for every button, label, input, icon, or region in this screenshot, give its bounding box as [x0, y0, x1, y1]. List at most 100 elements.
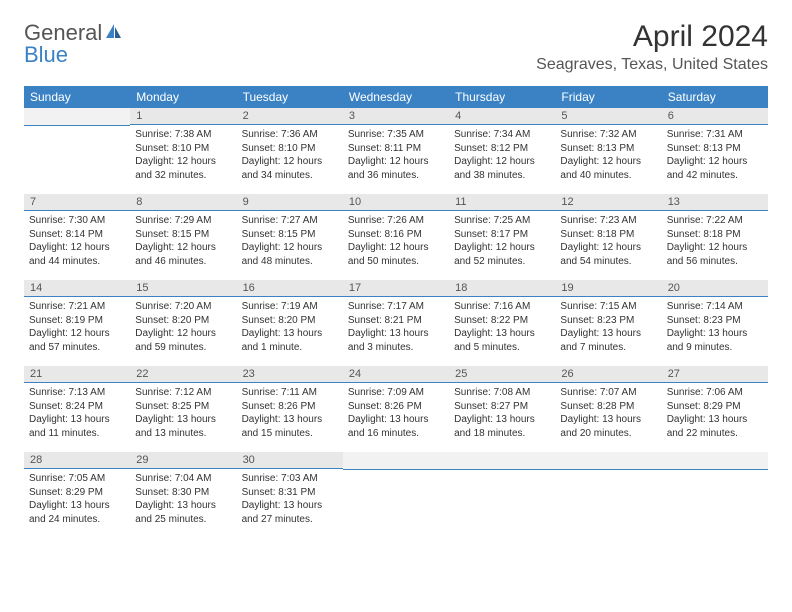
calendar-cell: 6Sunrise: 7:31 AMSunset: 8:13 PMDaylight…: [662, 108, 768, 194]
day-body: Sunrise: 7:20 AMSunset: 8:20 PMDaylight:…: [130, 297, 236, 357]
daylight-text: and 11 minutes.: [29, 427, 125, 441]
calendar-cell: 8Sunrise: 7:29 AMSunset: 8:15 PMDaylight…: [130, 194, 236, 280]
day-number: 10: [343, 194, 449, 211]
daylight-text: Daylight: 13 hours: [348, 413, 444, 427]
daylight-text: Daylight: 12 hours: [560, 155, 656, 169]
day-body: Sunrise: 7:35 AMSunset: 8:11 PMDaylight:…: [343, 125, 449, 185]
day-cell: 18Sunrise: 7:16 AMSunset: 8:22 PMDayligh…: [449, 280, 555, 366]
daylight-text: Daylight: 13 hours: [242, 327, 338, 341]
day-body: Sunrise: 7:16 AMSunset: 8:22 PMDaylight:…: [449, 297, 555, 357]
sunrise-text: Sunrise: 7:14 AM: [667, 300, 763, 314]
calendar-cell: 28Sunrise: 7:05 AMSunset: 8:29 PMDayligh…: [24, 452, 130, 538]
sunset-text: Sunset: 8:11 PM: [348, 142, 444, 156]
sunrise-text: Sunrise: 7:26 AM: [348, 214, 444, 228]
day-cell: 8Sunrise: 7:29 AMSunset: 8:15 PMDaylight…: [130, 194, 236, 280]
calendar-cell: 9Sunrise: 7:27 AMSunset: 8:15 PMDaylight…: [237, 194, 343, 280]
day-cell: 7Sunrise: 7:30 AMSunset: 8:14 PMDaylight…: [24, 194, 130, 280]
day-cell: 22Sunrise: 7:12 AMSunset: 8:25 PMDayligh…: [130, 366, 236, 452]
sunrise-text: Sunrise: 7:13 AM: [29, 386, 125, 400]
day-body: Sunrise: 7:14 AMSunset: 8:23 PMDaylight:…: [662, 297, 768, 357]
day-cell: 10Sunrise: 7:26 AMSunset: 8:16 PMDayligh…: [343, 194, 449, 280]
day-number: 12: [555, 194, 661, 211]
sunset-text: Sunset: 8:18 PM: [560, 228, 656, 242]
daylight-text: Daylight: 12 hours: [135, 155, 231, 169]
calendar-row: 1Sunrise: 7:38 AMSunset: 8:10 PMDaylight…: [24, 108, 768, 194]
sunrise-text: Sunrise: 7:20 AM: [135, 300, 231, 314]
daylight-text: and 20 minutes.: [560, 427, 656, 441]
sunset-text: Sunset: 8:10 PM: [135, 142, 231, 156]
weekday-header: Sunday: [24, 86, 130, 108]
day-number: 8: [130, 194, 236, 211]
day-body: Sunrise: 7:26 AMSunset: 8:16 PMDaylight:…: [343, 211, 449, 271]
blank-day: [662, 452, 768, 470]
daylight-text: Daylight: 12 hours: [242, 155, 338, 169]
sunset-text: Sunset: 8:10 PM: [242, 142, 338, 156]
day-body: Sunrise: 7:07 AMSunset: 8:28 PMDaylight:…: [555, 383, 661, 443]
sunrise-text: Sunrise: 7:30 AM: [29, 214, 125, 228]
daylight-text: and 24 minutes.: [29, 513, 125, 527]
sunrise-text: Sunrise: 7:08 AM: [454, 386, 550, 400]
day-body: Sunrise: 7:22 AMSunset: 8:18 PMDaylight:…: [662, 211, 768, 271]
logo-blue-wrap: Blue: [24, 42, 68, 68]
day-body: Sunrise: 7:04 AMSunset: 8:30 PMDaylight:…: [130, 469, 236, 529]
sunrise-text: Sunrise: 7:04 AM: [135, 472, 231, 486]
sunrise-text: Sunrise: 7:21 AM: [29, 300, 125, 314]
day-number: 9: [237, 194, 343, 211]
daylight-text: and 54 minutes.: [560, 255, 656, 269]
day-body: Sunrise: 7:13 AMSunset: 8:24 PMDaylight:…: [24, 383, 130, 443]
weekday-header: Wednesday: [343, 86, 449, 108]
sunset-text: Sunset: 8:15 PM: [242, 228, 338, 242]
sunset-text: Sunset: 8:29 PM: [667, 400, 763, 414]
day-cell: 29Sunrise: 7:04 AMSunset: 8:30 PMDayligh…: [130, 452, 236, 538]
calendar-cell: 3Sunrise: 7:35 AMSunset: 8:11 PMDaylight…: [343, 108, 449, 194]
sunrise-text: Sunrise: 7:12 AM: [135, 386, 231, 400]
day-body: Sunrise: 7:08 AMSunset: 8:27 PMDaylight:…: [449, 383, 555, 443]
daylight-text: and 48 minutes.: [242, 255, 338, 269]
daylight-text: and 57 minutes.: [29, 341, 125, 355]
sunrise-text: Sunrise: 7:23 AM: [560, 214, 656, 228]
daylight-text: and 15 minutes.: [242, 427, 338, 441]
sunset-text: Sunset: 8:20 PM: [135, 314, 231, 328]
sunrise-text: Sunrise: 7:34 AM: [454, 128, 550, 142]
day-cell: 4Sunrise: 7:34 AMSunset: 8:12 PMDaylight…: [449, 108, 555, 194]
calendar-cell: 15Sunrise: 7:20 AMSunset: 8:20 PMDayligh…: [130, 280, 236, 366]
day-cell: 16Sunrise: 7:19 AMSunset: 8:20 PMDayligh…: [237, 280, 343, 366]
sunrise-text: Sunrise: 7:25 AM: [454, 214, 550, 228]
day-cell: 26Sunrise: 7:07 AMSunset: 8:28 PMDayligh…: [555, 366, 661, 452]
day-number: 2: [237, 108, 343, 125]
weekday-header: Friday: [555, 86, 661, 108]
day-cell: 9Sunrise: 7:27 AMSunset: 8:15 PMDaylight…: [237, 194, 343, 280]
daylight-text: and 44 minutes.: [29, 255, 125, 269]
daylight-text: Daylight: 13 hours: [29, 499, 125, 513]
calendar-row: 21Sunrise: 7:13 AMSunset: 8:24 PMDayligh…: [24, 366, 768, 452]
blank-day: [24, 108, 130, 126]
day-number: 16: [237, 280, 343, 297]
daylight-text: Daylight: 13 hours: [667, 413, 763, 427]
daylight-text: and 32 minutes.: [135, 169, 231, 183]
calendar-cell: 12Sunrise: 7:23 AMSunset: 8:18 PMDayligh…: [555, 194, 661, 280]
day-cell: 12Sunrise: 7:23 AMSunset: 8:18 PMDayligh…: [555, 194, 661, 280]
daylight-text: Daylight: 12 hours: [454, 155, 550, 169]
day-cell: 6Sunrise: 7:31 AMSunset: 8:13 PMDaylight…: [662, 108, 768, 194]
calendar-cell: 21Sunrise: 7:13 AMSunset: 8:24 PMDayligh…: [24, 366, 130, 452]
day-number: 26: [555, 366, 661, 383]
sunset-text: Sunset: 8:26 PM: [242, 400, 338, 414]
calendar-cell: [449, 452, 555, 538]
day-number: 29: [130, 452, 236, 469]
day-number: 15: [130, 280, 236, 297]
day-body: Sunrise: 7:06 AMSunset: 8:29 PMDaylight:…: [662, 383, 768, 443]
daylight-text: and 9 minutes.: [667, 341, 763, 355]
day-body: Sunrise: 7:36 AMSunset: 8:10 PMDaylight:…: [237, 125, 343, 185]
daylight-text: Daylight: 12 hours: [135, 241, 231, 255]
day-cell: 25Sunrise: 7:08 AMSunset: 8:27 PMDayligh…: [449, 366, 555, 452]
calendar-row: 7Sunrise: 7:30 AMSunset: 8:14 PMDaylight…: [24, 194, 768, 280]
daylight-text: and 1 minute.: [242, 341, 338, 355]
weekday-header: Thursday: [449, 86, 555, 108]
sunset-text: Sunset: 8:15 PM: [135, 228, 231, 242]
daylight-text: Daylight: 12 hours: [242, 241, 338, 255]
daylight-text: and 46 minutes.: [135, 255, 231, 269]
day-body: Sunrise: 7:23 AMSunset: 8:18 PMDaylight:…: [555, 211, 661, 271]
calendar-cell: [662, 452, 768, 538]
daylight-text: Daylight: 12 hours: [29, 241, 125, 255]
calendar-cell: 10Sunrise: 7:26 AMSunset: 8:16 PMDayligh…: [343, 194, 449, 280]
